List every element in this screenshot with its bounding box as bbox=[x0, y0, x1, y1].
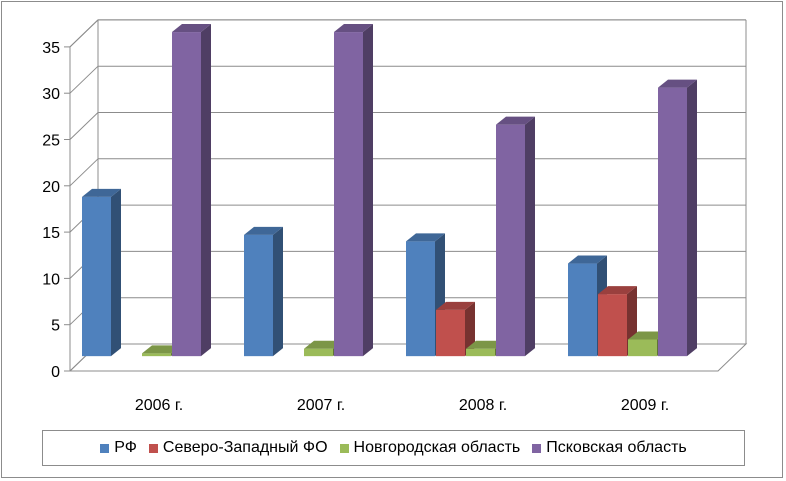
bar-3-1 bbox=[598, 286, 637, 357]
legend-item-rf: РФ bbox=[100, 439, 137, 457]
legend-item-szfo: Северо-Западный ФО bbox=[148, 439, 328, 457]
y-axis: 0 5 10 15 20 25 30 35 bbox=[42, 40, 70, 381]
bar-0-0 bbox=[82, 188, 121, 357]
bar-chart-3d: 0 5 10 15 20 25 30 35 2006 г. 2007 г. 2008 г. 2009… bbox=[42, 19, 748, 414]
legend-item-pskov: Псковская область bbox=[532, 439, 687, 457]
y-tick-label: 15 bbox=[42, 225, 60, 242]
legend-swatch-szfo bbox=[148, 443, 158, 453]
bar-front bbox=[244, 234, 273, 357]
bar-front bbox=[436, 309, 465, 357]
y-tick-label: 25 bbox=[42, 133, 60, 150]
bar-front bbox=[496, 124, 525, 357]
bar-side bbox=[363, 24, 373, 357]
gridline-side bbox=[69, 19, 99, 48]
bar-front bbox=[466, 348, 495, 357]
bar-side bbox=[111, 188, 121, 357]
bar-side bbox=[687, 79, 697, 357]
bar-top bbox=[568, 255, 607, 264]
x-axis: 2006 г. 2007 г. 2008 г. 2009 г. bbox=[135, 397, 669, 414]
legend: РФ Северо-Западный ФО Новгородская облас… bbox=[42, 430, 745, 466]
bar-top bbox=[496, 116, 535, 125]
bar-front bbox=[598, 294, 627, 357]
bar-front bbox=[406, 241, 435, 357]
bar-front bbox=[172, 32, 201, 357]
bar-front bbox=[628, 339, 657, 357]
bar-top bbox=[406, 233, 445, 242]
gridline-side bbox=[69, 158, 99, 187]
bar-front bbox=[304, 348, 333, 357]
bar-side bbox=[273, 226, 283, 357]
bar-top bbox=[172, 24, 211, 33]
bar-top bbox=[244, 226, 283, 235]
y-tick-label: 20 bbox=[42, 179, 60, 196]
x-tick-label: 2006 г. bbox=[135, 397, 183, 414]
bar-top bbox=[304, 340, 343, 349]
y-tick-label: 30 bbox=[42, 86, 60, 103]
x-tick-label: 2007 г. bbox=[297, 397, 345, 414]
legend-label-rf: РФ bbox=[114, 439, 137, 456]
gridline-side bbox=[69, 112, 99, 140]
bar-2-3 bbox=[496, 116, 535, 357]
bars bbox=[82, 24, 697, 357]
bar-0-3 bbox=[172, 24, 211, 357]
bar-side bbox=[201, 24, 211, 357]
y-tick-label: 5 bbox=[51, 318, 60, 335]
y-tick-label: 35 bbox=[42, 40, 60, 57]
bar-front bbox=[334, 32, 363, 357]
bar-1-3 bbox=[334, 24, 373, 357]
x-tick-label: 2008 г. bbox=[459, 397, 507, 414]
bar-2-1 bbox=[436, 301, 475, 357]
legend-label-novgorod: Новгородская область bbox=[353, 439, 521, 456]
x-tick-label: 2009 г. bbox=[621, 397, 669, 414]
legend-swatch-pskov bbox=[532, 443, 542, 453]
bar-top bbox=[658, 79, 697, 88]
back-wall-top-edge bbox=[69, 19, 746, 48]
gridline-side bbox=[69, 65, 99, 94]
legend-item-novgorod: Новгородская область bbox=[339, 439, 521, 457]
y-tick-label: 0 bbox=[51, 364, 60, 381]
bar-top bbox=[334, 24, 373, 33]
bar-front bbox=[82, 196, 111, 357]
bar-3-3 bbox=[658, 79, 697, 357]
bar-side bbox=[465, 301, 475, 357]
bar-top bbox=[142, 345, 181, 354]
y-tick-label: 10 bbox=[42, 271, 60, 288]
legend-label-pskov: Псковская область bbox=[546, 439, 687, 456]
bar-top bbox=[436, 301, 475, 310]
bar-top bbox=[466, 340, 505, 349]
bar-side bbox=[525, 116, 535, 357]
bar-front bbox=[142, 353, 171, 357]
bar-top bbox=[628, 331, 667, 340]
bar-top bbox=[82, 188, 121, 197]
legend-swatch-rf bbox=[100, 443, 110, 453]
bar-1-0 bbox=[244, 226, 283, 357]
bar-front bbox=[568, 263, 597, 357]
legend-label-szfo: Северо-Западный ФО bbox=[162, 439, 328, 456]
legend-swatch-novgorod bbox=[339, 443, 349, 453]
bar-top bbox=[598, 286, 637, 295]
bar-front bbox=[658, 87, 687, 357]
